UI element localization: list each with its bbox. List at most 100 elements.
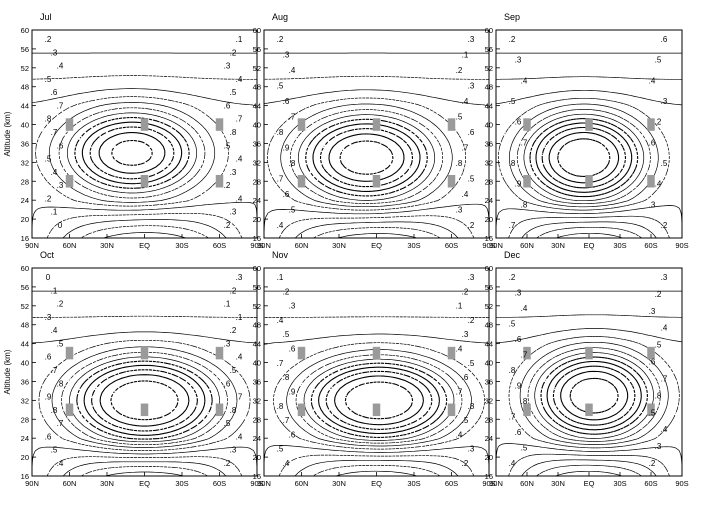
contour-label: .8 (289, 159, 296, 168)
contour-label: .3 (468, 445, 475, 454)
contour-level (91, 369, 198, 432)
contour-label: .8 (51, 406, 58, 415)
measurement-marker (372, 346, 381, 360)
y-tick-label: 48 (253, 321, 261, 330)
y-tick-label: 44 (21, 102, 29, 111)
contour-label: .2 (57, 300, 64, 309)
y-tick-label: 52 (253, 302, 261, 311)
contour-label: .7 (236, 393, 243, 402)
contour-level (32, 290, 257, 476)
contour-label: .4 (661, 425, 668, 434)
contour-label: .8 (57, 379, 64, 388)
contour-label: .5 (230, 88, 237, 97)
y-tick-label: 28 (21, 415, 29, 424)
measurement-marker (65, 346, 74, 360)
measurement-marker (140, 118, 149, 131)
contour-level (313, 227, 441, 238)
contour-label: .7 (283, 416, 290, 425)
contour-label: .4 (289, 66, 296, 75)
contour-label: .3 (289, 302, 296, 311)
contour-level (344, 381, 414, 420)
y-tick-label: 28 (21, 177, 29, 186)
contour-level (74, 116, 190, 189)
measurement-marker (585, 118, 593, 131)
x-tick-label: 90N (489, 241, 503, 250)
contour-level (569, 377, 619, 414)
y-axis-title: Altitude (km) (3, 349, 12, 394)
x-tick-label: 90S (675, 241, 688, 250)
x-tick-label: 30N (100, 479, 114, 488)
contour-label: .2 (224, 459, 231, 468)
contour-level (496, 89, 682, 238)
contour-level (66, 112, 198, 194)
contour-level (264, 333, 489, 476)
contour-label: .5 (51, 446, 58, 455)
contour-label: .7 (462, 144, 469, 153)
y-tick-label: 28 (485, 177, 493, 186)
contour-level (310, 362, 448, 438)
contour-label: .7 (661, 374, 668, 383)
y-tick-label: 44 (21, 340, 29, 349)
contour-label: .8 (277, 128, 284, 137)
x-tick-label: EQ (584, 479, 595, 488)
contour-label: .5 (468, 359, 475, 368)
x-tick-label: EQ (139, 479, 150, 488)
contour-label: .3 (283, 51, 290, 60)
measurement-marker (523, 175, 531, 188)
contour-label: .3 (224, 62, 231, 71)
contour-lines (264, 290, 489, 476)
contour-label: .6 (468, 128, 475, 137)
contour-label: .4 (661, 324, 668, 333)
contour-label: .3 (45, 313, 52, 322)
x-tick-label: 60S (644, 241, 657, 250)
contour-label: .8 (521, 397, 528, 406)
x-tick-label: 30S (175, 479, 188, 488)
contour-label: .4 (277, 316, 284, 325)
contour-label: .5 (289, 206, 296, 215)
contour-level (496, 76, 682, 238)
x-tick-label: 60N (295, 479, 309, 488)
contour-level (286, 349, 472, 447)
y-tick-label: 52 (21, 64, 29, 73)
x-tick-label: 90N (257, 479, 271, 488)
measurement-marker (647, 403, 655, 417)
contour-level (305, 118, 428, 197)
contour-label: .4 (236, 194, 243, 203)
panel-title: Dec (504, 250, 521, 260)
contour-label: .6 (283, 97, 290, 106)
y-tick-label: 16 (253, 234, 261, 243)
y-tick-label: 16 (485, 472, 493, 481)
y-tick-label: 52 (21, 302, 29, 311)
panel-dec: .2 .3 .4 .5 .6 .7 .8 .9 .8 .7 .6 .5 .4 .3 .2 .3 .4 .5 .6 .7… (485, 250, 689, 488)
measurement-marker (523, 346, 531, 360)
x-tick-label: 30N (551, 241, 565, 250)
panel-nov: .1 .2 .3 .4 .5 .6 .7 .8 .9 .8 .7 .6 .5 .4 .3 .2 .1 .2 .3 .4… (253, 250, 496, 488)
contour-label: .7 (51, 128, 58, 137)
x-tick-label: 90S (675, 479, 688, 488)
contour-level (81, 121, 183, 185)
contour-level (89, 126, 175, 180)
contour-level (80, 225, 209, 238)
contour-level (535, 122, 633, 193)
x-tick-label: 90S (250, 479, 263, 488)
contour-level (111, 139, 153, 166)
contour-label: .8 (45, 115, 52, 124)
contour-level (297, 114, 436, 201)
y-tick-label: 24 (253, 434, 261, 443)
contour-label: .8 (283, 373, 290, 382)
y-tick-label: 60 (253, 26, 261, 35)
contour-lines (32, 52, 257, 238)
contour-label: .4 (456, 345, 463, 354)
contour-label: .6 (224, 379, 231, 388)
contour-label: .4 (283, 459, 290, 468)
contour-label: .2 (456, 66, 463, 75)
y-tick-label: 56 (253, 45, 261, 54)
contour-label: .6 (224, 101, 231, 110)
contour-label: .7 (289, 113, 296, 122)
contour-level (264, 52, 489, 238)
contour-level (541, 126, 627, 189)
contour-level (81, 466, 208, 476)
contour-level (48, 102, 216, 203)
measurement-marker (447, 175, 456, 188)
y-tick-label: 36 (485, 139, 493, 148)
